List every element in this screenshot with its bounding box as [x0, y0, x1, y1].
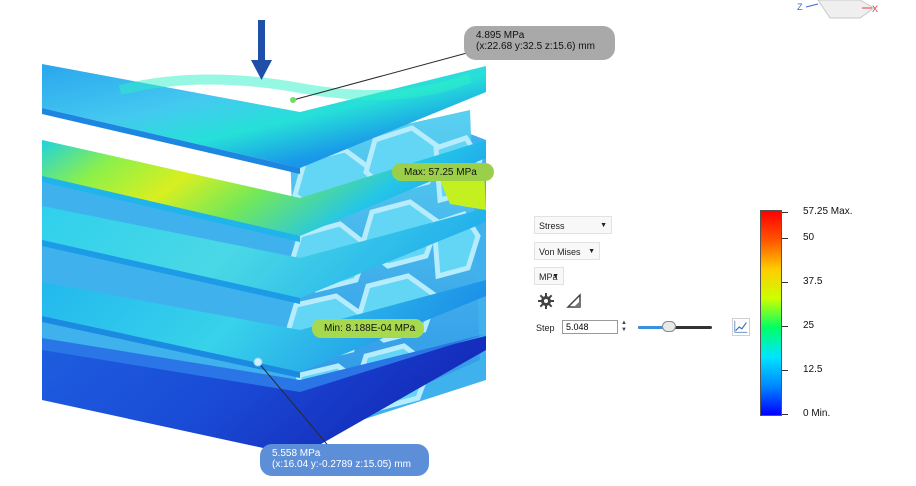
- probe-leader-lines: [257, 49, 479, 456]
- view-cube-axis-z: Z: [797, 2, 803, 12]
- stress-legend-colorbar: [760, 210, 782, 416]
- unit-value: MPa: [539, 272, 558, 282]
- step-label: Step: [536, 323, 555, 333]
- step-spinner[interactable]: ▲ ▼: [621, 320, 627, 333]
- top-plate: [42, 64, 486, 174]
- legend-tick-label: 50: [803, 231, 815, 243]
- legend-tick-mark: [782, 237, 788, 239]
- unit-select[interactable]: MPa ▼: [534, 267, 564, 285]
- plate-layer-4: [42, 280, 486, 378]
- probe-top-value: 4.895 MPa: [476, 30, 525, 41]
- legend-tick-mark: [782, 414, 788, 415]
- probe-callout-min[interactable]: Min: 8.188E-04 MPa: [312, 319, 424, 338]
- line-graph-icon[interactable]: [732, 318, 750, 336]
- view-cube-axis-x: X: [872, 4, 878, 14]
- legend-tick-label: 0 Min.: [803, 408, 831, 419]
- gear-icon[interactable]: [537, 292, 555, 310]
- legend-tick-mark: [782, 369, 788, 371]
- probe-point-top[interactable]: [290, 97, 296, 103]
- chevron-down-icon: ▼: [552, 273, 559, 280]
- legend-tick-label: 12.5: [803, 363, 823, 375]
- result-type-select[interactable]: Stress ▼: [534, 216, 612, 234]
- component-value: Von Mises: [539, 247, 581, 257]
- probe-callout-top[interactable]: 4.895 MPa (x:22.68 y:32.5 z:15.6) mm: [464, 26, 615, 60]
- probe-top-coords: (x:22.68 y:32.5 z:15.6) mm: [476, 41, 595, 52]
- legend-tick-mark: [782, 212, 788, 213]
- triangle-ruler-icon[interactable]: [565, 292, 583, 310]
- probe-max-label: Max: 57.25 MPa: [404, 167, 477, 178]
- legend-tick-mark: [782, 281, 788, 283]
- step-slider-fill: [638, 326, 669, 329]
- probe-bottom-value: 5.558 MPa: [272, 448, 321, 459]
- probe-callout-max[interactable]: Max: 57.25 MPa: [392, 163, 494, 181]
- chevron-down-icon: ▼: [600, 222, 607, 229]
- step-slider[interactable]: [638, 321, 712, 333]
- legend-tick-label: 57.25 Max.: [803, 206, 853, 217]
- step-slider-thumb[interactable]: [662, 321, 676, 332]
- legend-tick-label: 37.5: [803, 275, 823, 287]
- step-input[interactable]: [562, 320, 618, 334]
- probe-bottom-coords: (x:16.04 y:-0.2789 z:15.05) mm: [272, 459, 411, 470]
- legend-tick-mark: [782, 325, 788, 327]
- chevron-down-icon: ▼: [588, 248, 595, 255]
- probe-point-bottom[interactable]: [253, 357, 263, 367]
- plate-layer-3: [42, 206, 486, 304]
- load-arrow-icon: [251, 20, 272, 80]
- view-cube[interactable]: Z X: [797, 0, 878, 19]
- component-select[interactable]: Von Mises ▼: [534, 242, 600, 260]
- legend-tick-label: 25: [803, 319, 815, 331]
- probe-callout-bottom[interactable]: 5.558 MPa (x:16.04 y:-0.2789 z:15.05) mm: [260, 444, 429, 476]
- probe-min-label: Min: 8.188E-04 MPa: [324, 323, 416, 334]
- result-type-value: Stress: [539, 221, 565, 231]
